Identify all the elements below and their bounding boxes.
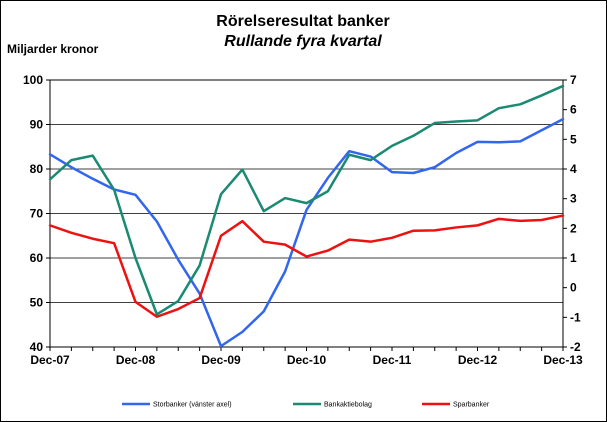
right-tick-label: 1 xyxy=(570,251,577,265)
right-tick-label: 2 xyxy=(570,221,577,235)
left-tick-label: 100 xyxy=(23,73,43,87)
axes: 40 50 60 70 80 90 100 -2 -1 0 1 2 3 4 5 6 7 Dec-07 Dec-08 D… xyxy=(23,73,583,367)
legend-label: Storbanker (vänster axel) xyxy=(153,402,232,409)
series-line-bankaktiebolag xyxy=(48,84,565,316)
left-tick-label: 90 xyxy=(30,118,44,132)
series-line-storbanker-vänster-axel xyxy=(48,117,565,348)
x-tick-label: Dec-13 xyxy=(543,353,583,367)
legend-label: Bankaktiebolag xyxy=(324,402,372,409)
right-tick-label: -2 xyxy=(570,340,581,354)
series-layer xyxy=(48,84,565,348)
right-tick-label: 3 xyxy=(570,192,577,206)
left-tick-label: 70 xyxy=(30,207,44,221)
chart-subtitle: Rullande fyra kvartal xyxy=(224,33,382,50)
x-tick-label: Dec-08 xyxy=(116,353,156,367)
right-tick-label: 5 xyxy=(570,132,577,146)
left-axis-unit-label: Miljarder kronor xyxy=(7,42,99,56)
x-tick-label: Dec-12 xyxy=(458,353,498,367)
x-tick-label: Dec-11 xyxy=(373,353,412,367)
right-tick-label: 0 xyxy=(570,281,577,295)
right-tick-label: -1 xyxy=(570,310,581,324)
right-tick-label: 7 xyxy=(570,73,577,87)
x-tick-label: Dec-09 xyxy=(201,353,241,367)
series-line-sparbanker xyxy=(48,214,565,318)
left-tick-label: 60 xyxy=(30,251,44,265)
chart-title: Rörelseresultat banker xyxy=(216,13,389,30)
x-tick-label: Dec-10 xyxy=(287,353,327,367)
x-tick-label: Dec-07 xyxy=(30,353,70,367)
left-tick-label: 80 xyxy=(30,162,44,176)
right-tick-label: 4 xyxy=(570,162,577,176)
legend-label: Sparbanker xyxy=(453,402,490,409)
left-tick-label: 50 xyxy=(30,296,44,310)
right-tick-label: 6 xyxy=(570,103,577,117)
left-tick-label: 40 xyxy=(30,340,44,354)
legend: Storbanker (vänster axel) Bankaktiebolag S… xyxy=(122,402,490,409)
